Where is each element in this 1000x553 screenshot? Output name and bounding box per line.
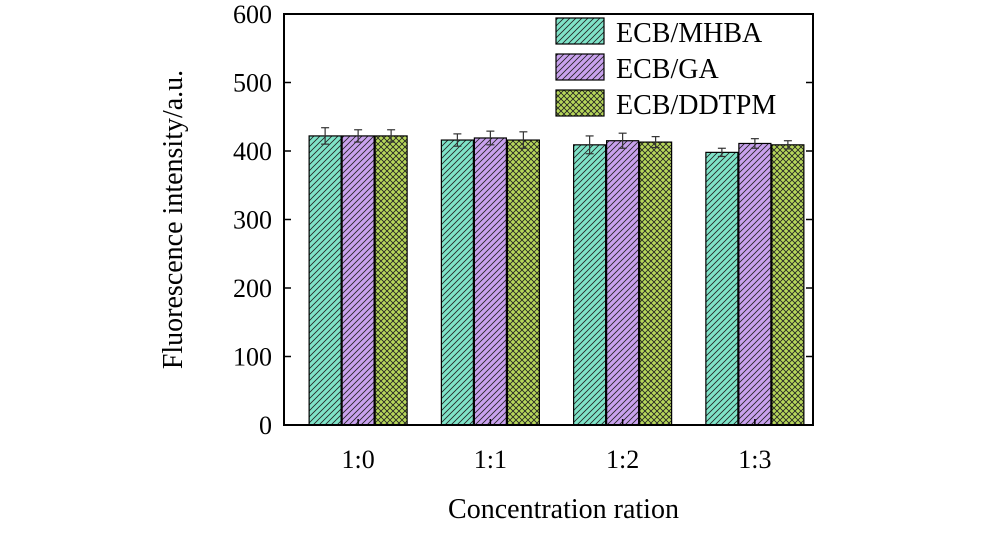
error-bar — [585, 135, 594, 155]
error-bar — [486, 130, 495, 146]
error-bar — [618, 132, 627, 149]
legend-item: ECB/GA — [555, 53, 719, 85]
error-bar — [717, 147, 726, 158]
legend-label: ECB/DDTPM — [616, 90, 776, 121]
bar-ecb-ga-1-0 — [341, 135, 375, 426]
error-bars-layer — [321, 127, 792, 158]
legend-label: ECB/GA — [616, 54, 719, 85]
x-axis-title: Concentration ration — [448, 494, 679, 525]
x-tick-label: 1:1 — [474, 445, 507, 474]
y-tick-label: 300 — [233, 206, 272, 235]
x-tick-label: 1:0 — [342, 445, 375, 474]
legend-swatch — [555, 89, 605, 117]
bar-ecb-ga-1-2 — [606, 140, 640, 426]
bars-layer — [308, 135, 805, 426]
bar-ecb-ddtpm-1-1 — [506, 139, 540, 426]
y-tick-label: 200 — [233, 274, 272, 303]
legend-swatch — [555, 17, 605, 45]
bar-ecb-ddtpm-1-3 — [771, 144, 805, 426]
error-bar — [783, 140, 792, 150]
error-bar — [519, 131, 528, 149]
x-tick-label: 1:2 — [606, 445, 639, 474]
bar-ecb-mhba-1-2 — [573, 144, 607, 426]
legend-item: ECB/DDTPM — [555, 89, 776, 121]
error-bar — [354, 129, 363, 143]
error-bar — [321, 127, 330, 145]
bar-ecb-ddtpm-1-0 — [374, 135, 408, 426]
error-bar — [453, 133, 462, 147]
y-tick-label: 100 — [233, 343, 272, 372]
error-bar — [651, 136, 660, 149]
legend-item: ECB/MHBA — [555, 17, 763, 49]
error-bar — [387, 129, 396, 143]
y-axis: 0 100 200 300 400 500 600 — [233, 0, 813, 440]
legend-label: ECB/MHBA — [616, 18, 763, 49]
x-tick-label: 1:3 — [738, 445, 771, 474]
y-tick-label: 600 — [233, 0, 272, 29]
bar-ecb-ga-1-3 — [738, 142, 772, 426]
bar-ecb-ga-1-1 — [473, 137, 507, 426]
y-tick-label: 0 — [259, 411, 272, 440]
y-axis-title: Fluorescence intensity/a.u. — [158, 70, 189, 369]
bar-ecb-mhba-1-0 — [308, 135, 342, 426]
bar-ecb-ddtpm-1-2 — [639, 141, 673, 426]
bar-ecb-mhba-1-1 — [440, 139, 474, 426]
error-bar — [750, 138, 759, 149]
legend: ECB/MHBA ECB/GA ECB/DDTPM — [555, 17, 776, 121]
y-tick-label: 500 — [233, 69, 272, 98]
legend-swatch — [555, 53, 605, 81]
x-axis: 1:0 1:1 1:2 1:3 — [342, 419, 771, 474]
y-tick-label: 400 — [233, 137, 272, 166]
bar-ecb-mhba-1-3 — [705, 151, 739, 426]
